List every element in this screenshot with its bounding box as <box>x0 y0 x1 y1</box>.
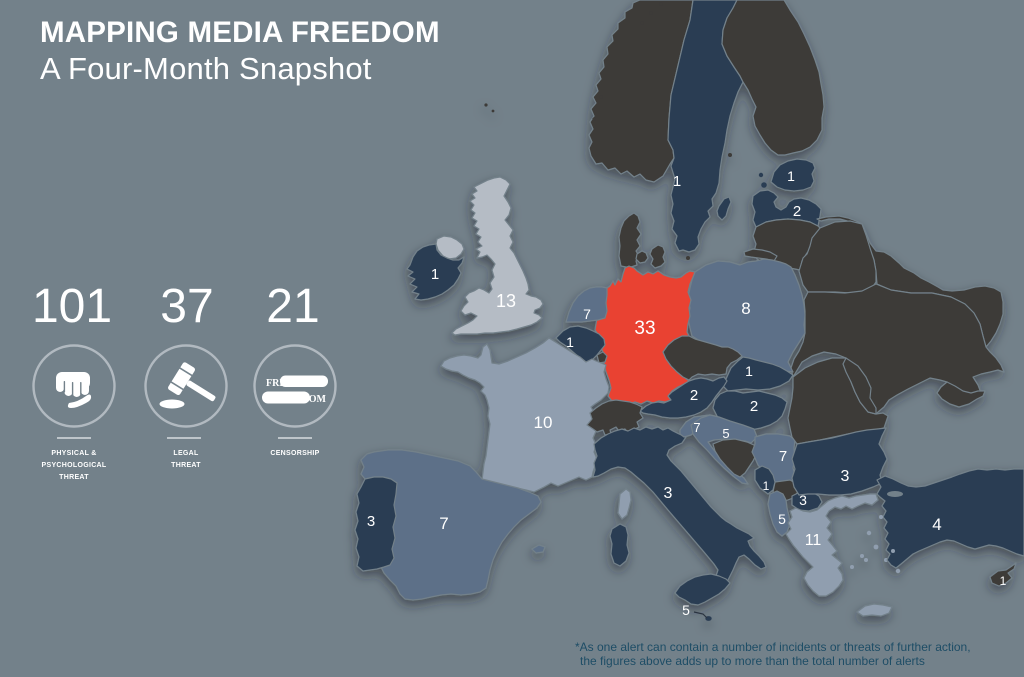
svg-text:1: 1 <box>787 168 795 184</box>
svg-text:3: 3 <box>799 492 807 508</box>
svg-text:1: 1 <box>431 266 439 283</box>
svg-text:7: 7 <box>693 420 700 435</box>
svg-text:2: 2 <box>690 387 698 404</box>
svg-text:3: 3 <box>664 485 673 502</box>
svg-text:LEGAL: LEGAL <box>173 450 199 457</box>
svg-text:7: 7 <box>779 448 787 465</box>
svg-text:3: 3 <box>367 513 375 530</box>
svg-text:CENSORSHIP: CENSORSHIP <box>270 450 319 457</box>
svg-text:3: 3 <box>841 468 850 485</box>
svg-text:1: 1 <box>745 363 753 379</box>
svg-text:1: 1 <box>566 334 574 350</box>
svg-text:PHYSICAL &: PHYSICAL & <box>51 450 96 457</box>
svg-text:PSYCHOLOGICAL: PSYCHOLOGICAL <box>42 462 107 469</box>
svg-text:A Four-Month Snapshot: A Four-Month Snapshot <box>40 51 372 86</box>
svg-text:10: 10 <box>534 413 553 432</box>
svg-text:4: 4 <box>932 515 941 534</box>
svg-text:the figures above adds up to m: the figures above adds up to more than t… <box>580 654 925 668</box>
svg-text:21: 21 <box>266 280 319 333</box>
svg-text:11: 11 <box>805 532 822 549</box>
svg-text:7: 7 <box>439 514 448 533</box>
svg-text:1: 1 <box>673 173 681 190</box>
svg-text:101: 101 <box>32 280 112 333</box>
svg-text:*As one alert can contain a nu: *As one alert can contain a number of in… <box>575 640 971 654</box>
svg-text:13: 13 <box>496 291 516 311</box>
svg-text:2: 2 <box>750 398 758 415</box>
svg-text:5: 5 <box>682 602 690 618</box>
svg-text:THREAT: THREAT <box>171 462 201 469</box>
svg-text:5: 5 <box>778 511 786 527</box>
svg-text:THREAT: THREAT <box>59 474 89 481</box>
svg-text:33: 33 <box>634 318 655 339</box>
svg-text:5: 5 <box>722 426 729 441</box>
svg-text:1: 1 <box>763 479 770 493</box>
svg-text:1: 1 <box>1000 574 1007 588</box>
svg-text:37: 37 <box>160 280 213 333</box>
svg-text:7: 7 <box>583 306 591 322</box>
svg-text:8: 8 <box>741 299 750 318</box>
svg-text:MAPPING MEDIA FREEDOM: MAPPING MEDIA FREEDOM <box>40 16 440 49</box>
svg-text:2: 2 <box>793 203 801 220</box>
